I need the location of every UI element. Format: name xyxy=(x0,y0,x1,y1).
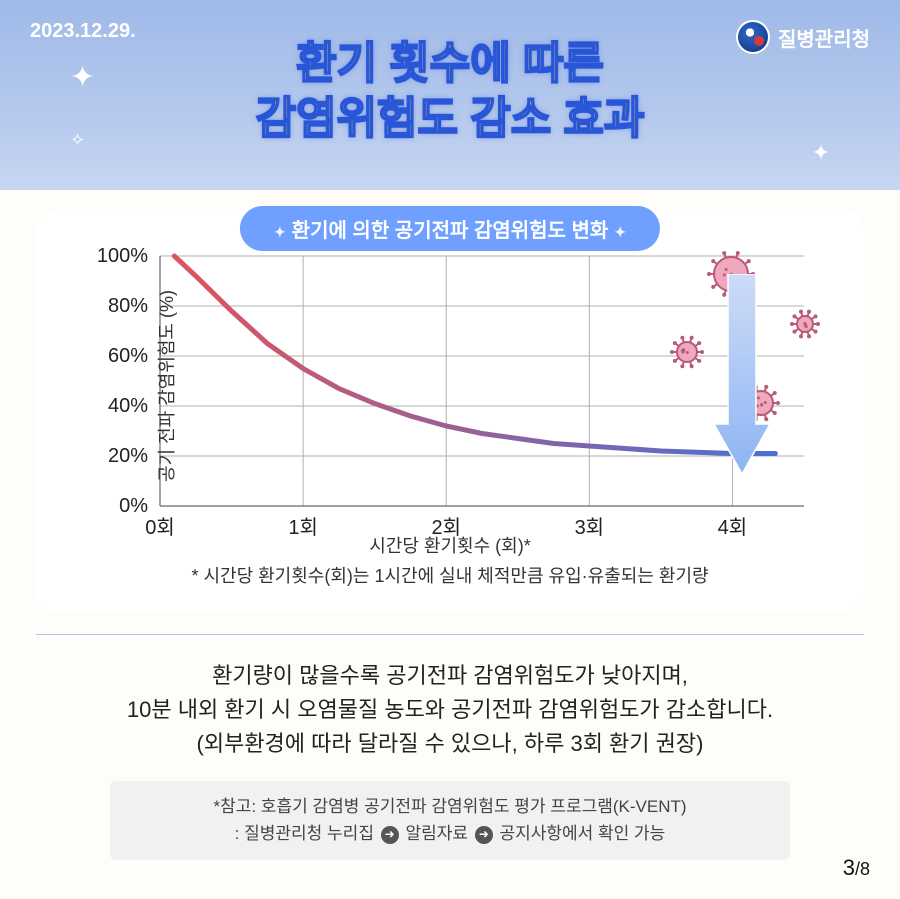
svg-text:2회: 2회 xyxy=(431,516,461,539)
ref-mid: 알림자료 xyxy=(405,824,468,843)
x-axis-note: * 시간당 환기횟수(회)는 1시간에 실내 체적만큼 유입·유출되는 환기량 xyxy=(56,562,844,588)
chart-box: 공기 전파 감염위험도 (%) 0% 20% 40% 60% 80% 100% 0회 1회 2회… xyxy=(36,210,864,612)
ref-prefix: : 질병관리청 누리집 xyxy=(235,824,374,843)
sparkle-icon: ✦ xyxy=(812,140,830,166)
sparkle-icon: ✦ xyxy=(70,60,95,95)
chart-container: 환기에 의한 공기전파 감염위험도 변화 공기 전파 감염위험도 (%) 0%2… xyxy=(36,210,864,612)
y-axis-label: 공기 전파 감염위험도 (%) xyxy=(153,290,179,482)
body-line-3: (외부환경에 따라 달라질 수 있으나, 하루 3회 환기 권장) xyxy=(36,727,864,761)
page-indicator: 3/8 xyxy=(843,855,870,881)
svg-text:40%: 40% xyxy=(108,395,148,417)
agency-name: 질병관리청 xyxy=(778,23,870,52)
arrow-right-icon: ➜ xyxy=(475,826,493,844)
arrow-right-icon: ➜ xyxy=(381,826,399,844)
svg-text:80%: 80% xyxy=(108,295,148,317)
header: 2023.12.29. 질병관리청 ✦ ✧ ✦ 환기 횟수에 따른 감염위험도 … xyxy=(0,0,900,190)
svg-text:100%: 100% xyxy=(97,246,148,267)
ref-line-1: *참고: 호흡기 감염병 공기전파 감염위험도 평가 프로그램(K-VENT) xyxy=(128,793,772,820)
reference-box: *참고: 호흡기 감염병 공기전파 감염위험도 평가 프로그램(K-VENT) … xyxy=(110,781,790,859)
chart-pill-label: 환기에 의한 공기전파 감염위험도 변화 xyxy=(240,206,660,251)
body-line-1: 환기량이 많을수록 공기전파 감염위험도가 낮아지며, xyxy=(36,659,864,693)
agency-block: 질병관리청 xyxy=(736,20,870,54)
agency-logo-icon xyxy=(736,20,770,54)
body-text: 환기량이 많을수록 공기전파 감염위험도가 낮아지며, 10분 내외 환기 시 … xyxy=(36,659,864,761)
ref-suffix: 공지사항에서 확인 가능 xyxy=(499,824,665,843)
page-total: /8 xyxy=(855,859,870,879)
sparkle-icon: ✧ xyxy=(70,130,85,151)
page-current: 3 xyxy=(843,855,855,880)
svg-text:4회: 4회 xyxy=(718,516,748,539)
chart-plot: 공기 전파 감염위험도 (%) 0%20%40%60%80%100%0회1회2회… xyxy=(80,246,820,526)
divider xyxy=(36,634,864,635)
date-label: 2023.12.29. xyxy=(30,20,136,43)
body-line-2: 10분 내외 환기 시 오염물질 농도와 공기전파 감염위험도가 감소합니다. xyxy=(36,693,864,727)
title-line-2: 감염위험도 감소 효과 xyxy=(30,91,870,146)
svg-text:60%: 60% xyxy=(108,345,148,367)
chart-svg: 0% 20% 40% 60% 80% 100% 0회 1회 2회 3회 4회 xyxy=(80,246,820,546)
svg-text:0회: 0회 xyxy=(145,516,175,539)
down-arrow-icon xyxy=(714,274,770,474)
svg-text:1회: 1회 xyxy=(288,516,318,539)
ref-line-2: : 질병관리청 누리집 ➜ 알림자료 ➜ 공지사항에서 확인 가능 xyxy=(128,820,772,847)
svg-text:3회: 3회 xyxy=(575,516,605,539)
svg-text:20%: 20% xyxy=(108,445,148,467)
svg-text:0%: 0% xyxy=(119,495,148,517)
